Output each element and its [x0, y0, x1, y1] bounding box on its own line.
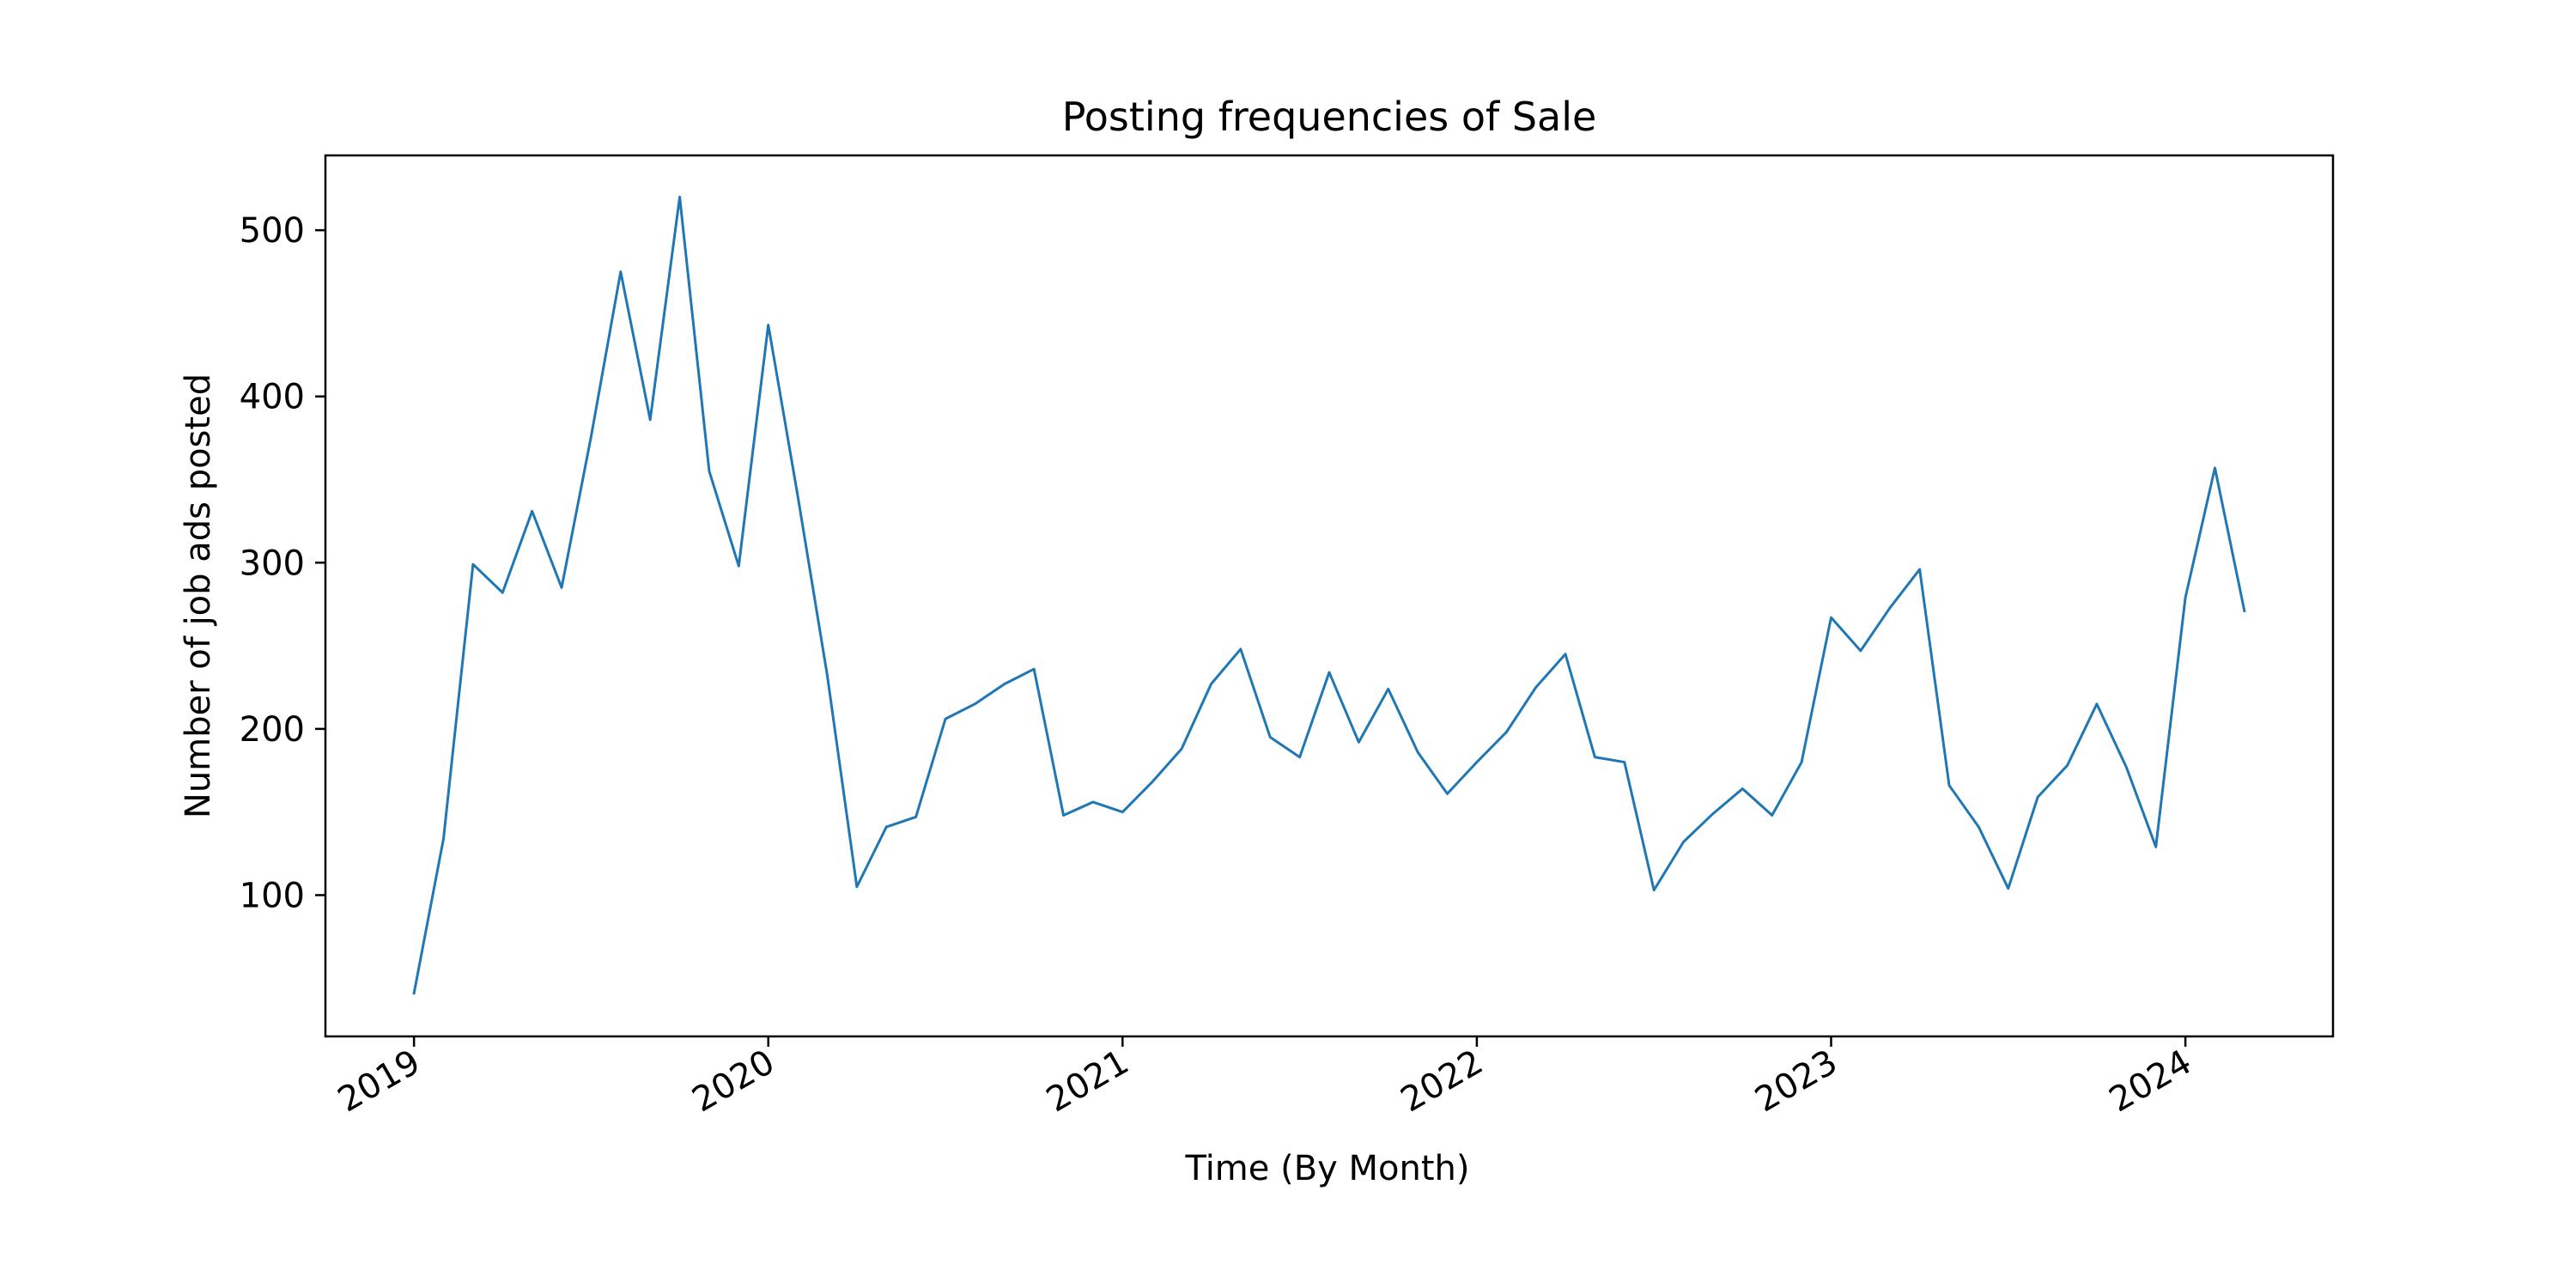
series-line [412, 195, 2246, 995]
y-axis-ticks: 100 200 300 400 500 [240, 211, 325, 915]
y-tick-label: 100 [240, 876, 305, 915]
y-tick-label: 200 [240, 710, 305, 750]
plot-area [412, 195, 2246, 995]
y-tick-label: 500 [240, 211, 305, 251]
plot-frame [324, 154, 2335, 1038]
y-tick-label: 300 [240, 544, 305, 583]
chart-title: Posting frequencies of Sale [1062, 94, 1597, 140]
y-tick-label: 400 [240, 378, 305, 417]
x-axis-label: Time (By Month) [1184, 1149, 1469, 1188]
y-axis-label: Number of job ads posted [179, 374, 218, 818]
